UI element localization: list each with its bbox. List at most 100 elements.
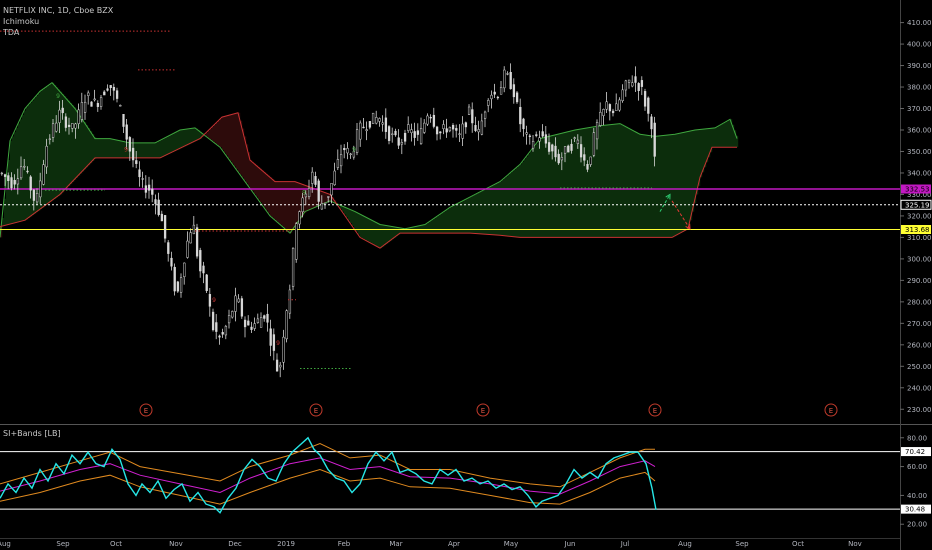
cloud-segment (650, 135, 653, 238)
cloud-segment (566, 132, 569, 238)
cloud-segment (630, 128, 633, 238)
candle-body (554, 145, 557, 158)
candle-body (314, 176, 317, 185)
candle-body (323, 202, 327, 205)
candle-body (186, 240, 189, 258)
cloud-segment (344, 206, 347, 215)
candle-body (429, 117, 432, 119)
cloud-segment (310, 187, 313, 210)
candle-body (151, 188, 154, 195)
cloud-segment (670, 134, 673, 238)
cloud-segment (184, 129, 187, 147)
time-tick-label[interactable]: Nov (169, 540, 183, 548)
tda-count: 9 (352, 146, 356, 153)
price-tick-label: 250.00 (907, 363, 932, 371)
candle-body (557, 153, 560, 164)
oscillator-axis[interactable]: 20.00 40.00 60.00 80.00 (900, 434, 927, 529)
cloud-segment (370, 219, 373, 243)
time-tick-label[interactable]: Oct (110, 540, 122, 548)
cloud-segment (204, 134, 207, 136)
price-tick-label: 310.00 (907, 234, 932, 242)
cloud-segment (124, 141, 127, 158)
cloud-segment (390, 226, 393, 241)
cloud-segment (118, 140, 121, 158)
tda-count: 9 (124, 146, 128, 153)
cloud-segment (196, 128, 199, 141)
cloud-segment (176, 132, 179, 151)
cloud-segment (404, 228, 407, 234)
indicator-tda-label[interactable]: TDA (3, 28, 20, 37)
candle-body (208, 294, 212, 307)
cloud-segment (396, 227, 399, 237)
price-tag (901, 184, 931, 194)
cloud-segment (572, 130, 575, 238)
time-tick-label[interactable]: Jun (564, 540, 576, 548)
cloud-segment (366, 217, 369, 241)
cloud-segment (652, 136, 655, 238)
cloud-segment (50, 84, 53, 202)
cloud-segment (684, 132, 687, 231)
candle-body (202, 265, 205, 274)
cloud-segment (544, 137, 547, 238)
time-tick-label[interactable]: Aug (0, 540, 11, 548)
cloud-segment (628, 127, 631, 238)
time-tick-label[interactable]: Feb (338, 540, 351, 548)
time-tick-label[interactable]: Jul (620, 540, 630, 548)
candle-body (51, 123, 55, 138)
time-tick-label[interactable]: Apr (448, 540, 460, 548)
cloud-segment (242, 128, 245, 178)
candle-body (58, 109, 61, 123)
cloud-segment (198, 130, 201, 140)
time-tick-label[interactable]: Oct (792, 540, 804, 548)
candle-body (304, 193, 308, 198)
candle-body (61, 107, 64, 114)
price-axis[interactable]: 230.00 240.00 250.00 260.00 270.00 280.00 290.… (900, 19, 932, 414)
candle-body (576, 139, 580, 144)
osc-tick-label: 40.00 (907, 492, 927, 500)
time-tick-label[interactable]: Dec (228, 540, 242, 548)
candle-body (240, 298, 244, 317)
candle-body (362, 126, 365, 129)
time-tick-label[interactable]: Nov (848, 540, 862, 548)
cloud-segment (464, 200, 467, 234)
cloud-segment (698, 129, 701, 186)
candle-body (589, 156, 592, 165)
time-tick-label[interactable]: May (504, 540, 518, 548)
time-tick-label[interactable]: Mar (389, 540, 402, 548)
indicator-si-bands-label[interactable]: SI+Bands [LB] (3, 429, 61, 438)
cloud-segment (346, 207, 349, 218)
time-tick-label[interactable]: 2019 (277, 540, 295, 548)
cloud-segment (602, 125, 605, 238)
cloud-segment (100, 138, 103, 158)
time-tick-label[interactable]: Sep (735, 540, 749, 548)
cloud-segment (174, 133, 177, 152)
cloud-segment (142, 142, 145, 158)
indicator-ichimoku-label[interactable]: Ichimoku (3, 17, 40, 26)
candle-body (32, 189, 36, 201)
candle-body (394, 130, 397, 136)
cloud-segment (98, 138, 101, 158)
candle-body (234, 295, 237, 312)
candle-body (122, 114, 125, 127)
cloud-segment (264, 172, 267, 208)
candle-body (448, 126, 452, 132)
cloud-segment (152, 142, 155, 158)
cloud-segment (38, 93, 41, 211)
cloud-segment (312, 187, 315, 209)
time-tick-label[interactable]: Sep (56, 540, 70, 548)
cloud-segment (314, 188, 317, 208)
candle-body (93, 98, 96, 101)
cloud-segment (30, 102, 33, 217)
time-axis[interactable]: Aug Sep Oct Nov Dec 2019 Feb Mar Apr May Jun Jul Aug… (0, 538, 900, 549)
candle-body (419, 128, 423, 144)
candle-body (653, 122, 656, 157)
cloud-segment (518, 166, 521, 238)
cloud-segment (484, 189, 487, 235)
time-tick-label[interactable]: Aug (678, 540, 692, 548)
cloud-segment (212, 126, 215, 141)
symbol-title[interactable]: NETFLIX INC, 1D, Cboe BZX (3, 6, 114, 15)
cloud-segment (614, 124, 617, 238)
price-tick-label: 230.00 (907, 406, 932, 414)
